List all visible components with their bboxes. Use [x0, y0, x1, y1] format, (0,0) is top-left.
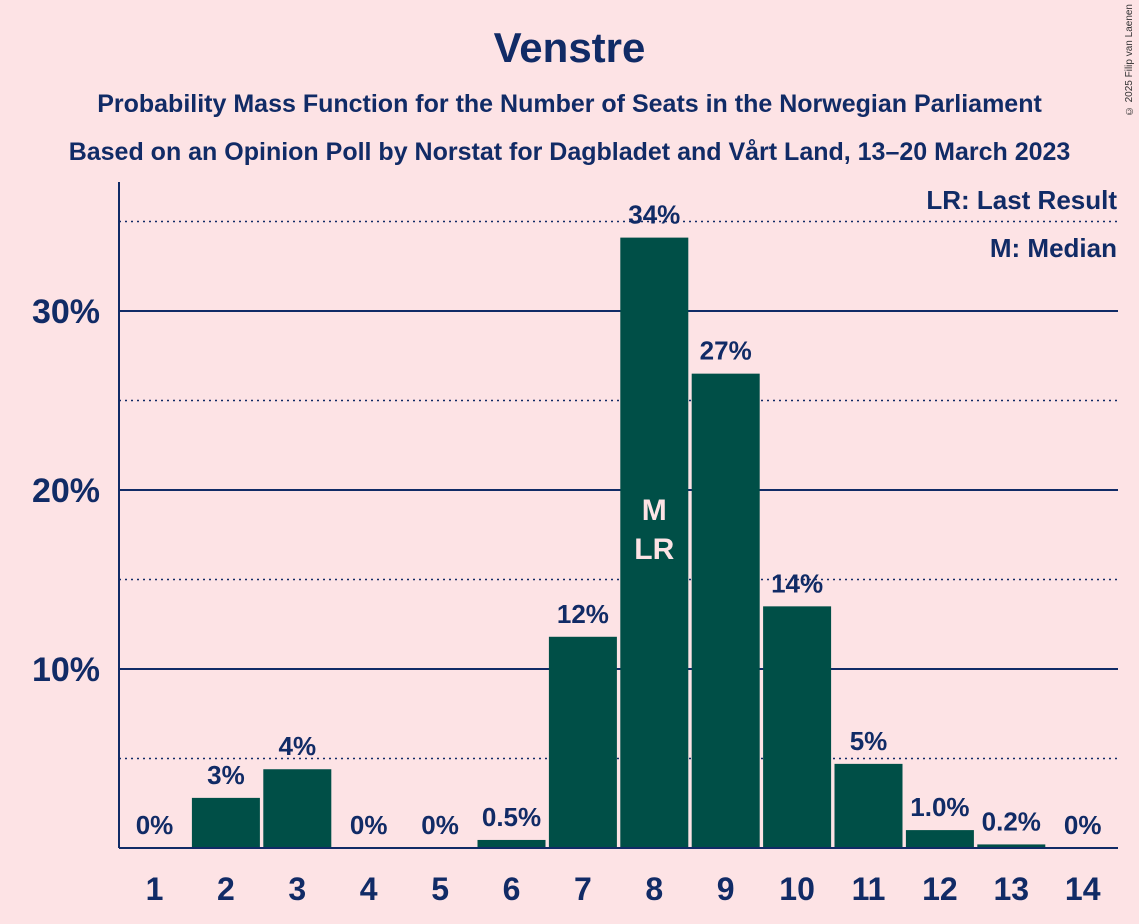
bar — [905, 830, 974, 848]
bar — [191, 797, 260, 848]
x-tick-label: 10 — [779, 871, 815, 907]
y-tick-label: 30% — [32, 293, 100, 331]
data-label: 0.5% — [482, 802, 541, 832]
bar — [263, 769, 332, 848]
x-tick-label: 5 — [431, 871, 449, 907]
x-tick-label: 3 — [288, 871, 306, 907]
data-label: 3% — [207, 760, 245, 790]
data-label: 0% — [350, 810, 388, 840]
chart-subtitle-1: Probability Mass Function for the Number… — [97, 90, 1042, 118]
x-tick-label: 8 — [645, 871, 663, 907]
data-label: 34% — [628, 200, 680, 230]
bar — [763, 606, 832, 848]
y-tick-label: 10% — [32, 651, 100, 689]
y-tick-label: 20% — [32, 472, 100, 510]
x-tick-label: 1 — [146, 871, 164, 907]
data-label: 27% — [700, 336, 752, 366]
legend-median: M: Median — [989, 233, 1117, 263]
x-tick-label: 14 — [1065, 871, 1101, 907]
median-marker: M — [642, 494, 667, 527]
x-tick-label: 6 — [503, 871, 521, 907]
x-tick-label: 2 — [217, 871, 235, 907]
data-label: 4% — [279, 731, 317, 761]
x-tick-label: 12 — [922, 871, 958, 907]
bar — [477, 839, 546, 848]
data-label: 0% — [136, 810, 174, 840]
x-tick-label: 13 — [994, 871, 1030, 907]
data-label: 5% — [850, 726, 888, 756]
data-label: 0% — [421, 810, 459, 840]
x-tick-label: 4 — [360, 871, 378, 907]
chart-title: Venstre — [493, 24, 646, 71]
bar — [620, 237, 689, 849]
data-label: 1.0% — [910, 792, 969, 822]
data-label: 14% — [771, 568, 823, 598]
last-result-marker: LR — [634, 533, 674, 566]
bar — [691, 373, 760, 848]
bar — [834, 763, 903, 848]
legend-last-result: LR: Last Result — [926, 185, 1117, 215]
data-label: 0% — [1064, 810, 1102, 840]
data-label: 12% — [557, 599, 609, 629]
bar — [548, 636, 617, 848]
x-tick-label: 7 — [574, 871, 592, 907]
x-tick-label: 9 — [717, 871, 735, 907]
x-tick-label: 11 — [852, 871, 886, 907]
chart-subtitle-2: Based on an Opinion Poll by Norstat for … — [68, 138, 1071, 166]
data-label: 0.2% — [982, 806, 1041, 836]
bar — [977, 844, 1046, 848]
